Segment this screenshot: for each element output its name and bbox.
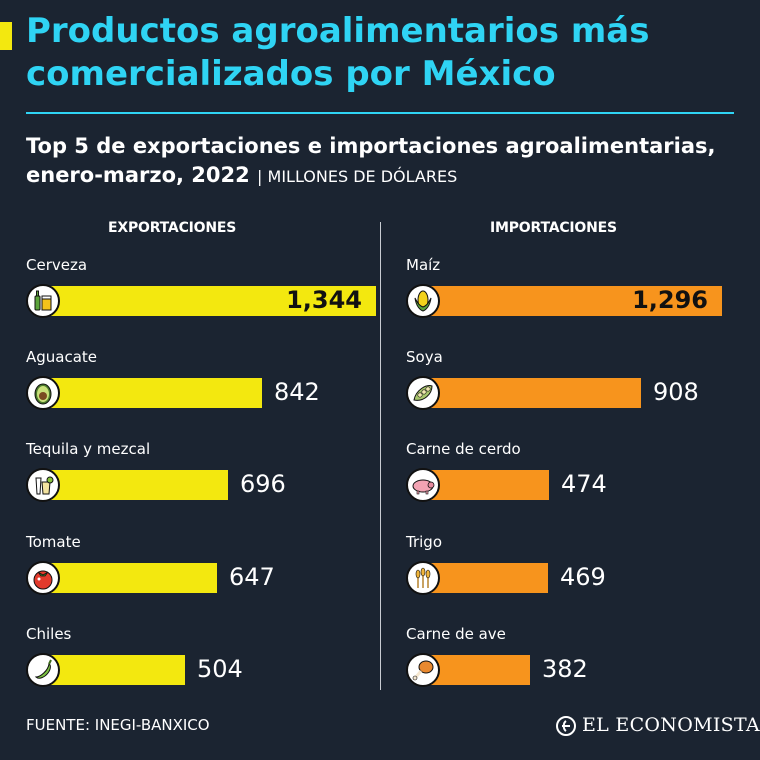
imports-bar-2 bbox=[424, 470, 549, 500]
exports-label-1: Aguacate bbox=[26, 348, 98, 366]
page-title: Productos agroalimentarios más comercial… bbox=[26, 11, 650, 94]
exports-label-3: Tomate bbox=[26, 533, 81, 551]
chicken-leg-icon bbox=[406, 653, 440, 687]
imports-bar-4 bbox=[424, 655, 530, 685]
exports-value-2: 696 bbox=[240, 470, 286, 498]
corn-icon bbox=[406, 284, 440, 318]
brand-logo-icon bbox=[556, 716, 576, 736]
exports-label-4: Chiles bbox=[26, 625, 72, 643]
exports-value-0: 1,344 bbox=[286, 286, 362, 314]
exports-bar-2 bbox=[44, 470, 228, 500]
pig-icon bbox=[406, 468, 440, 502]
exports-bar-0 bbox=[44, 286, 376, 316]
exports-bar-4 bbox=[44, 655, 185, 685]
imports-value-1: 908 bbox=[653, 378, 699, 406]
exports-label-0: Cerveza bbox=[26, 256, 88, 274]
title-accent-mark bbox=[0, 22, 12, 50]
imports-label-3: Trigo bbox=[406, 533, 442, 551]
imports-label-0: Maíz bbox=[406, 256, 441, 274]
chile-icon bbox=[26, 653, 60, 687]
source-note: FUENTE: INEGI-BANXICO bbox=[26, 716, 210, 734]
imports-value-0: 1,296 bbox=[632, 286, 708, 314]
wheat-icon bbox=[406, 561, 440, 595]
column-divider bbox=[380, 222, 381, 690]
exports-bar-1 bbox=[44, 378, 262, 408]
exports-bar-3 bbox=[44, 563, 217, 593]
imports-value-3: 469 bbox=[560, 563, 606, 591]
imports-header: IMPORTACIONES bbox=[490, 220, 617, 236]
imports-label-1: Soya bbox=[406, 348, 443, 366]
exports-value-4: 504 bbox=[197, 655, 243, 683]
brand-name: EL ECONOMISTA bbox=[582, 714, 760, 736]
avocado-icon bbox=[26, 376, 60, 410]
exports-header: EXPORTACIONES bbox=[108, 220, 237, 236]
title-rule bbox=[26, 112, 734, 114]
imports-bar-3 bbox=[424, 563, 548, 593]
subtitle-text: Top 5 de exportaciones e importaciones a… bbox=[26, 134, 716, 187]
beer-icon bbox=[26, 284, 60, 318]
imports-bar-0 bbox=[424, 286, 722, 316]
tomato-icon bbox=[26, 561, 60, 595]
tequila-icon bbox=[26, 468, 60, 502]
units-label: | MILLONES DE DÓLARES bbox=[257, 167, 458, 186]
imports-label-4: Carne de ave bbox=[406, 625, 506, 643]
soy-icon bbox=[406, 376, 440, 410]
exports-value-1: 842 bbox=[274, 378, 320, 406]
imports-value-4: 382 bbox=[542, 655, 588, 683]
exports-label-2: Tequila y mezcal bbox=[26, 440, 151, 458]
imports-label-2: Carne de cerdo bbox=[406, 440, 521, 458]
imports-bar-1 bbox=[424, 378, 641, 408]
imports-value-2: 474 bbox=[561, 470, 607, 498]
subtitle: Top 5 de exportaciones e importaciones a… bbox=[26, 132, 746, 191]
exports-value-3: 647 bbox=[229, 563, 275, 591]
